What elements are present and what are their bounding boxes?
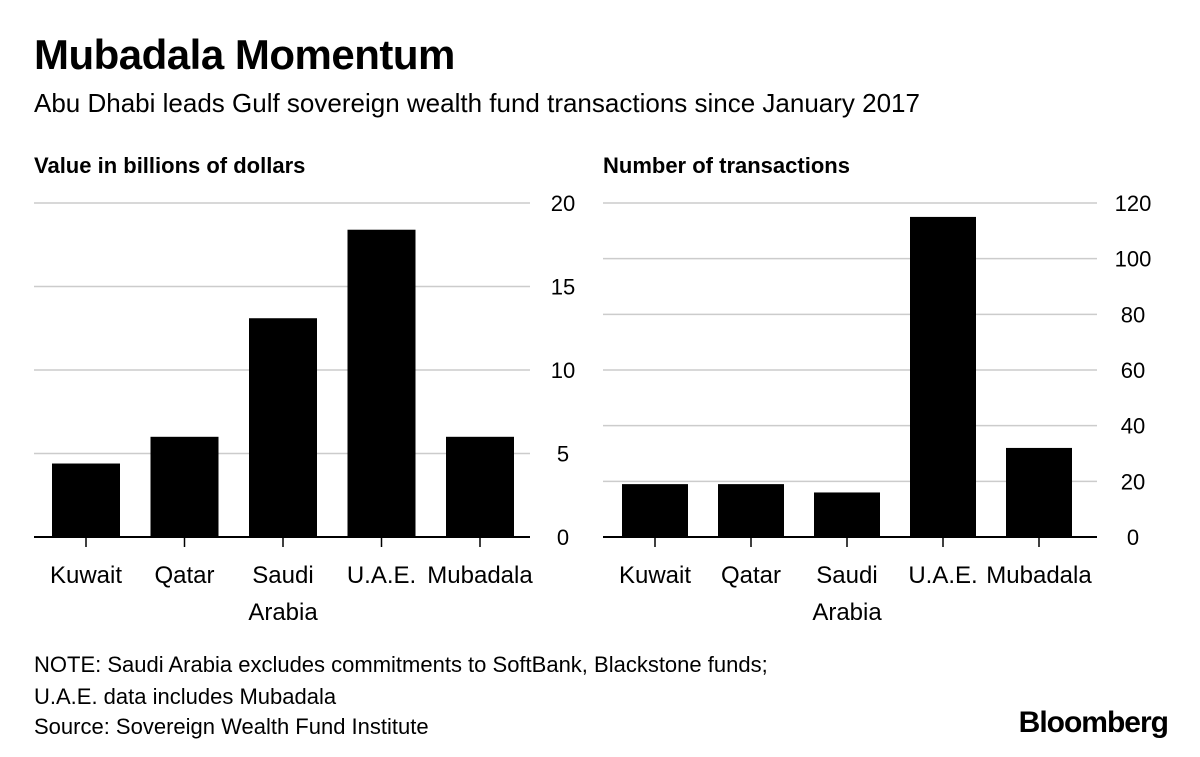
x-tick-label: Kuwait (619, 562, 691, 589)
transactions-chart-title: Number of transactions (603, 153, 850, 178)
x-tick-label: U.A.E. (908, 562, 977, 589)
x-tick-label: Kuwait (50, 562, 122, 589)
x-tick-label: Qatar (721, 562, 781, 589)
note-line-1: NOTE: Saudi Arabia excludes commitments … (34, 652, 768, 677)
bar-mubadala (446, 436, 514, 537)
x-tick-label: Mubadala (986, 562, 1092, 589)
y-tick-label: 60 (1121, 358, 1145, 383)
y-tick-label: 100 (1115, 247, 1152, 272)
x-tick-label: Qatar (154, 562, 214, 589)
y-tick-label: 10 (551, 358, 575, 383)
y-tick-label: 120 (1115, 191, 1152, 216)
value-chart-title: Value in billions of dollars (34, 153, 306, 178)
bar-u-a-e- (347, 229, 416, 537)
x-tick-label: U.A.E. (347, 562, 416, 589)
bar-qatar (718, 484, 784, 537)
bar-kuwait (52, 463, 120, 537)
x-tick-label: Arabia (248, 599, 318, 626)
y-tick-label: 20 (1121, 469, 1145, 494)
y-tick-label: 0 (557, 525, 569, 550)
y-tick-label: 15 (551, 275, 575, 300)
note-line-2: U.A.E. data includes Mubadala (34, 684, 337, 709)
y-tick-label: 5 (557, 442, 569, 467)
bar-saudi-arabia (814, 492, 880, 537)
bar-saudi-arabia (249, 318, 317, 537)
x-tick-label: Saudi (252, 562, 313, 589)
bar-qatar (150, 436, 219, 537)
x-tick-label: Mubadala (427, 562, 533, 589)
bar-kuwait (622, 484, 688, 537)
bloomberg-logo: Bloomberg (1018, 706, 1169, 739)
y-tick-label: 0 (1127, 525, 1139, 550)
y-tick-label: 80 (1121, 302, 1145, 327)
bar-mubadala (1006, 447, 1072, 537)
x-tick-label: Saudi (816, 562, 877, 589)
y-tick-label: 40 (1121, 414, 1145, 439)
chart-title-main: Mubadala Momentum (34, 31, 455, 78)
source-text: Source: Sovereign Wealth Fund Institute (34, 714, 429, 739)
bar-u-a-e- (910, 216, 976, 537)
chart-subtitle: Abu Dhabi leads Gulf sovereign wealth fu… (34, 88, 920, 118)
x-tick-label: Arabia (812, 599, 882, 626)
y-tick-label: 20 (551, 191, 575, 216)
